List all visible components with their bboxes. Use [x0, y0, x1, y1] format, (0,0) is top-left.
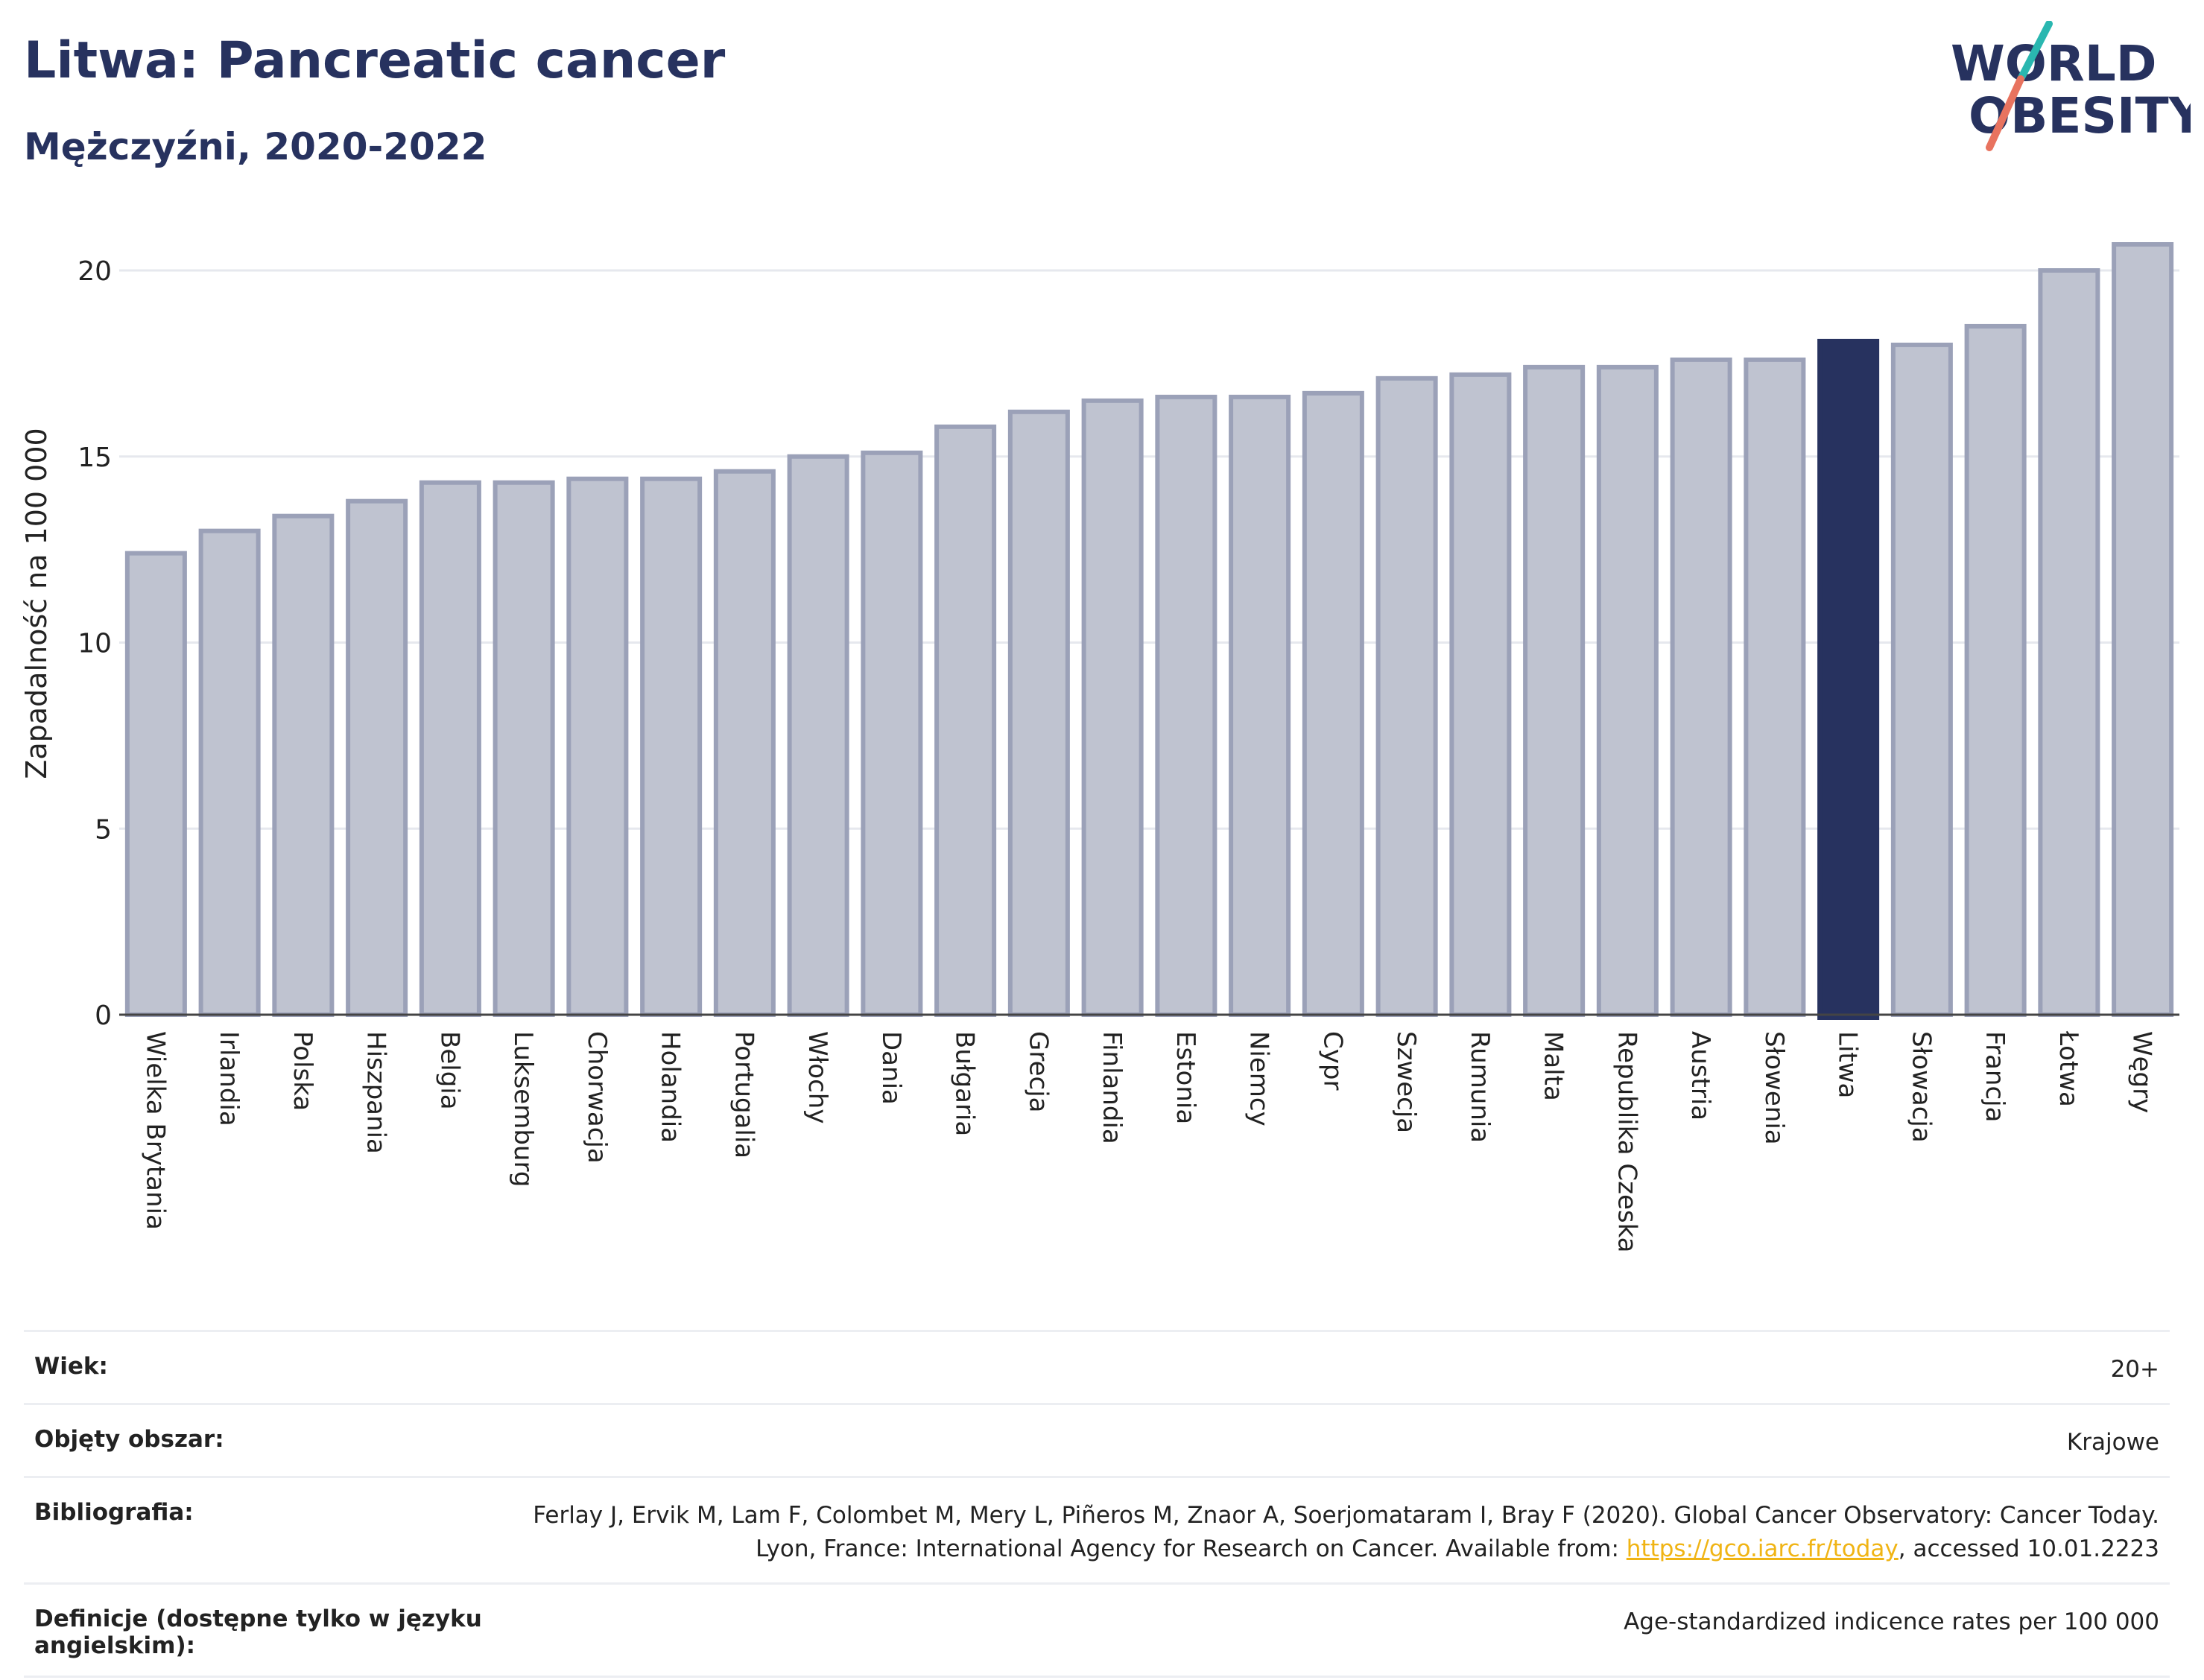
meta-label-area: Objęty obszar: [34, 1425, 224, 1453]
meta-row-area: Objęty obszar: Krajowe [24, 1402, 2170, 1476]
meta-row-bibliography: Bibliografia: Ferlay J, Ervik M, Lam F, … [24, 1475, 2170, 1582]
meta-value-definitions: Age-standardized indicence rates per 100… [1624, 1608, 2159, 1635]
x-tick-label: Hiszpania [361, 1031, 391, 1154]
bar-chorwacja [566, 476, 629, 1017]
x-tick-label: Estonia [1171, 1031, 1200, 1124]
source-link[interactable]: https://gco.iarc.fr/today [1626, 1535, 1899, 1562]
y-tick-labels: 0 5 10 15 20 [77, 256, 112, 1031]
bar-hiszpania [346, 498, 408, 1017]
y-tick-label: 5 [95, 814, 112, 845]
x-tick-label: Łotwa [2053, 1030, 2083, 1107]
x-tick-label: Austria [1685, 1031, 1715, 1120]
bar-republika-czeska [1596, 364, 1659, 1017]
x-tick-label: Republika Czeska [1612, 1031, 1641, 1253]
bars [124, 242, 2174, 1020]
x-tick-label: Luksemburg [508, 1031, 538, 1187]
bar-cypr [1302, 390, 1364, 1017]
meta-label-bibliography: Bibliografia: [34, 1498, 194, 1526]
bar-francja [1964, 323, 2027, 1017]
y-tick-label: 10 [77, 629, 112, 659]
meta-row-age: Wiek: 20+ [24, 1330, 2170, 1403]
x-tick-label: Malta [1539, 1031, 1568, 1101]
bar-belgia [419, 480, 481, 1017]
bar-łotwa [2038, 268, 2100, 1017]
bibliography-text: Ferlay J, Ervik M, Lam F, Colombet M, Me… [533, 1501, 2159, 1562]
x-tick-label: Finlandia [1097, 1031, 1127, 1144]
bibliography-accessed: , accessed 10.01.2223 [1898, 1535, 2159, 1562]
bar-słowenia [1744, 357, 1806, 1017]
bar-węgry [2112, 242, 2174, 1017]
meta-label-age: Wiek: [34, 1353, 108, 1380]
meta-row-definitions: Definicje (dostępne tylko w języku angie… [24, 1582, 2170, 1678]
x-tick-label: Szwecja [1391, 1031, 1421, 1133]
bar-chart: 0 5 10 15 20 Zapadalność na 100 000 Wielka B… [20, 242, 2179, 1253]
bar-portugalia [713, 469, 776, 1017]
y-tick-label: 15 [77, 443, 112, 473]
world-obesity-logo: WORLD OBESITY [1951, 21, 2191, 151]
x-tick-label: Bułgaria [950, 1031, 980, 1136]
bar-litwa [1817, 338, 1880, 1020]
x-tick-label: Rumunia [1465, 1031, 1495, 1143]
bar-irlandia [198, 528, 261, 1017]
bar-niemcy [1229, 394, 1291, 1017]
metadata-table: Wiek: 20+ Objęty obszar: Krajowe Bibliog… [24, 1330, 2170, 1678]
y-axis-label: Zapadalność na 100 000 [20, 428, 53, 779]
x-tick-label: Belgia [434, 1031, 464, 1110]
bar-rumunia [1449, 372, 1512, 1017]
x-tick-label: Węgry [2127, 1031, 2157, 1113]
x-tick-label: Polska [288, 1031, 317, 1111]
x-tick-label: Wielka Brytania [140, 1031, 170, 1230]
bar-bułgaria [934, 424, 997, 1017]
x-tick-label: Cypr [1317, 1031, 1347, 1090]
x-tick-label: Słowenia [1759, 1031, 1789, 1145]
bar-luksemburg [493, 480, 555, 1017]
y-tick-label: 0 [95, 1001, 112, 1031]
meta-label-definitions: Definicje (dostępne tylko w języku angie… [34, 1605, 482, 1659]
y-tick-label: 20 [77, 256, 112, 287]
bar-austria [1670, 357, 1732, 1017]
x-tick-label: Chorwacja [582, 1031, 612, 1164]
logo-slash-teal [2017, 21, 2053, 83]
logo-slash-coral [1986, 75, 2024, 151]
x-tick-label: Włochy [802, 1031, 832, 1123]
page-title: Litwa: Pancreatic cancer [24, 31, 726, 90]
meta-value-age: 20+ [2110, 1356, 2159, 1383]
page-subtitle: Mężczyźni, 2020-2022 [24, 125, 487, 168]
bar-włochy [787, 454, 849, 1017]
x-tick-labels: Wielka Brytania Irlandia Polska Hiszpania Be… [140, 1030, 2156, 1253]
bar-holandia [640, 476, 703, 1017]
meta-value-area: Krajowe [2066, 1428, 2159, 1456]
x-tick-label: Słowacja [1906, 1031, 1936, 1143]
x-tick-label: Grecja [1023, 1031, 1053, 1112]
bar-wielka-brytania [124, 551, 187, 1017]
bar-słowacja [1890, 342, 1953, 1017]
x-tick-label: Holandia [656, 1031, 685, 1143]
bar-estonia [1155, 394, 1217, 1017]
bar-szwecja [1375, 375, 1438, 1018]
x-tick-label: Portugalia [729, 1031, 759, 1158]
logo-text-world: WORLD [1951, 35, 2157, 92]
x-tick-label: Litwa [1833, 1031, 1863, 1098]
bar-polska [272, 513, 335, 1017]
x-tick-label: Irlandia [214, 1031, 244, 1126]
bar-finlandia [1081, 398, 1144, 1017]
bar-dania [861, 450, 923, 1017]
bar-malta [1523, 364, 1586, 1017]
bar-grecja [1007, 409, 1070, 1017]
x-tick-label: Francja [1980, 1031, 2010, 1122]
meta-value-bibliography: Ferlay J, Ervik M, Lam F, Colombet M, Me… [520, 1499, 2159, 1566]
x-tick-label: Niemcy [1244, 1031, 1274, 1126]
x-tick-label: Dania [876, 1031, 906, 1105]
